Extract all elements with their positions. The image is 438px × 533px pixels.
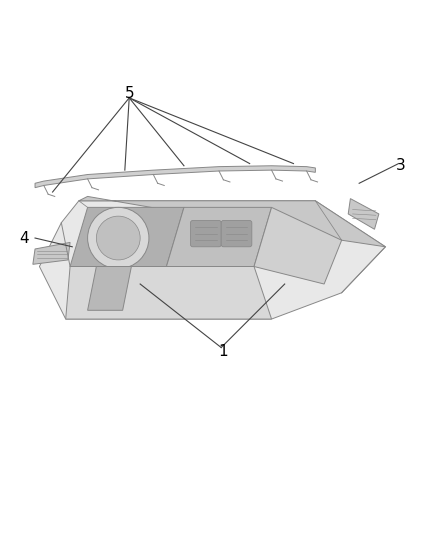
Text: 4: 4	[19, 231, 29, 246]
Polygon shape	[39, 201, 385, 319]
Polygon shape	[66, 266, 272, 319]
Polygon shape	[33, 243, 70, 264]
Polygon shape	[79, 197, 385, 247]
Polygon shape	[35, 166, 315, 188]
Text: 5: 5	[124, 86, 134, 101]
FancyBboxPatch shape	[191, 221, 221, 247]
Circle shape	[88, 207, 149, 269]
Polygon shape	[88, 266, 131, 310]
Polygon shape	[166, 207, 272, 266]
Circle shape	[96, 216, 140, 260]
Polygon shape	[70, 207, 184, 266]
Text: 3: 3	[396, 158, 406, 173]
Polygon shape	[254, 207, 342, 284]
Text: 1: 1	[219, 344, 228, 359]
Polygon shape	[348, 199, 379, 229]
FancyBboxPatch shape	[221, 221, 252, 247]
